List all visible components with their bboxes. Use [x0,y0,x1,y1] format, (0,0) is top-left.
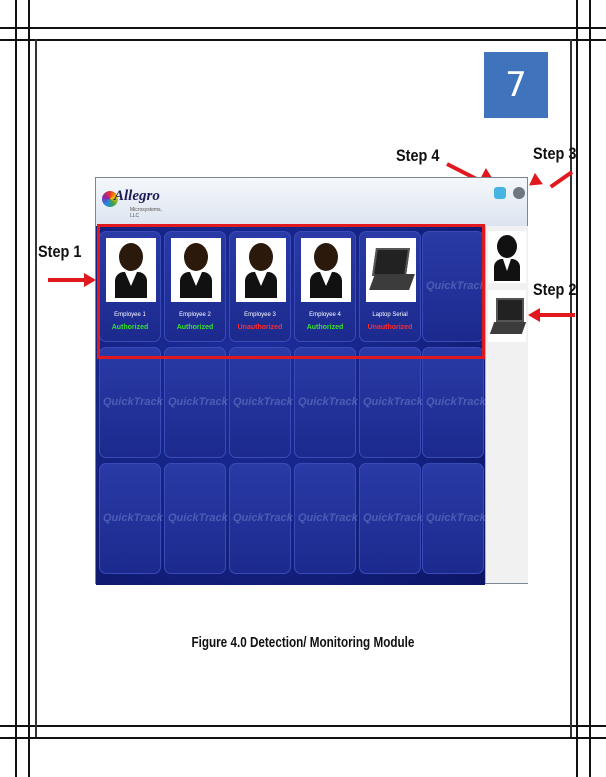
detection-tile[interactable]: Employee 3 Unauthorized [229,231,291,342]
detection-tile[interactable]: Laptop Serial Unauthorized [359,231,421,342]
tile-status: Unauthorized [237,324,283,331]
empty-tile[interactable]: QuickTrack [229,347,293,458]
empty-tile[interactable]: QuickTrack [294,463,358,574]
tile-watermark: QuickTrack [426,280,486,292]
laptop-icon [366,238,416,302]
tile-watermark: QuickTrack [363,396,423,408]
company-logo: Allegro Microsystems, LLC [100,185,170,219]
person-avatar-icon [301,238,351,302]
tile-watermark: QuickTrack [233,512,293,524]
tile-watermark: QuickTrack [298,512,358,524]
figure-caption-text: Figure 4.0 Detection/ Monitoring Module [191,634,415,651]
detection-tile[interactable]: Employee 4 Authorized [294,231,356,342]
tile-watermark: QuickTrack [233,396,293,408]
detected-person-thumbnail[interactable] [488,231,526,283]
app-topbar: Allegro Microsystems, LLC [96,178,527,227]
empty-tile[interactable]: QuickTrack [422,463,486,574]
detection-tile[interactable]: Employee 1 Authorized [99,231,161,342]
empty-tile[interactable]: QuickTrack [99,463,163,574]
detected-laptop-thumbnail[interactable] [488,290,527,342]
step2-label: Step 2 [533,280,577,299]
detection-tile[interactable]: Employee 2 Authorized [164,231,226,342]
tile-watermark: QuickTrack [363,512,423,524]
page-number-badge: 7 [484,52,548,118]
empty-tile[interactable]: QuickTrack [359,347,423,458]
tile-watermark: QuickTrack [426,512,486,524]
person-avatar-icon [236,238,286,302]
tile-status: Authorized [176,324,214,331]
empty-tile[interactable]: QuickTrack [164,463,228,574]
tile-watermark: QuickTrack [103,512,163,524]
app-window: Allegro Microsystems, LLC Employee 1 Auth… [95,177,528,585]
person-avatar-icon [171,238,221,302]
person-avatar-icon [106,238,156,302]
empty-tile[interactable]: QuickTrack [422,231,486,342]
empty-tile[interactable]: QuickTrack [164,347,228,458]
tile-name: Employee 1 [114,312,146,318]
logo-text: Allegro [114,188,160,204]
tile-watermark: QuickTrack [426,396,486,408]
detected-row-highlight [97,224,485,359]
tile-name: Employee 4 [309,312,341,318]
step1-label: Step 1 [38,242,82,261]
tile-watermark: QuickTrack [298,396,358,408]
empty-tile[interactable]: QuickTrack [359,463,423,574]
step4-label: Step 4 [396,146,440,165]
logo-mark-icon [102,191,118,207]
tile-status: Unauthorized [367,324,413,331]
step3-label: Step 3 [533,144,577,163]
empty-tile[interactable]: QuickTrack [294,347,358,458]
tile-watermark: QuickTrack [168,396,228,408]
tile-name: Employee 2 [179,312,211,318]
detected-items-panel [485,226,528,583]
detection-grid: Employee 1 Authorized Employee 2 Authorized… [96,226,486,585]
tile-watermark: QuickTrack [103,396,163,408]
tile-watermark: QuickTrack [168,512,228,524]
settings-icon[interactable] [494,187,506,199]
figure-caption: Figure 4.0 Detection/ Monitoring Module [0,634,606,651]
empty-tile[interactable]: QuickTrack [422,347,486,458]
tile-status: Authorized [111,324,149,331]
tile-name: Laptop Serial [372,312,408,318]
tile-name: Employee 3 [244,312,276,318]
tile-status: Authorized [306,324,344,331]
power-icon[interactable] [513,187,525,199]
empty-tile[interactable]: QuickTrack [99,347,163,458]
empty-tile[interactable]: QuickTrack [229,463,293,574]
logo-subtext: Microsystems, LLC [130,207,162,219]
